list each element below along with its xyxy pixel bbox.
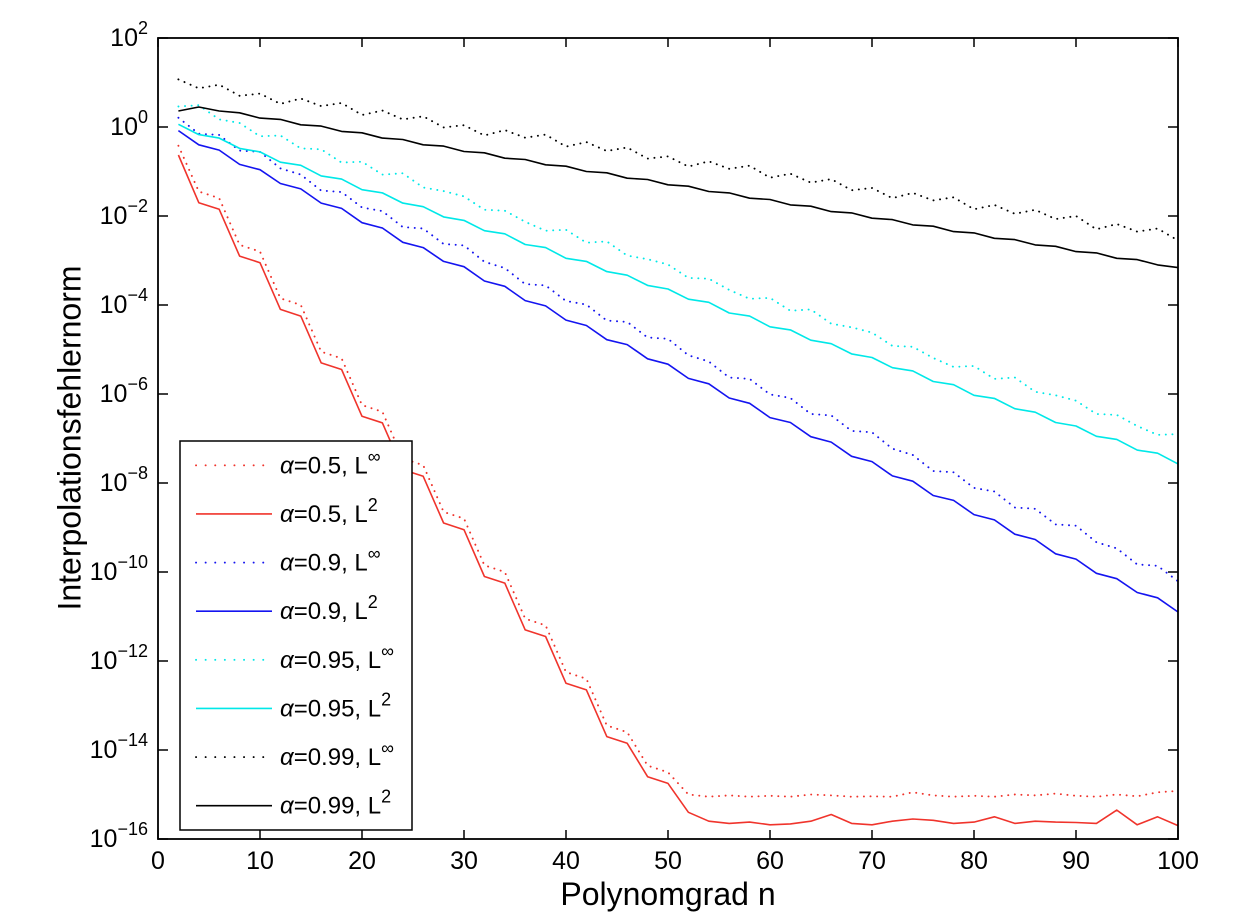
x-tick-label-50: 50: [654, 847, 682, 875]
legend-label-7: α=0.99, L2: [280, 787, 391, 820]
y-tick-label--14: 10−14: [90, 730, 148, 764]
x-axis-label: Polynomgrad n: [560, 876, 776, 912]
curve--0-5-l-: [177, 144, 1179, 798]
legend-label-3: α=0.9, L2: [280, 592, 378, 625]
y-tick-label--2: 10−2: [100, 196, 148, 230]
y-tick-label-2: 102: [110, 18, 148, 52]
curve--0-9-l-: [177, 116, 1179, 583]
legend-label-1: α=0.5, L2: [280, 495, 378, 528]
y-tick-label--6: 10−6: [100, 374, 148, 408]
x-tick-label-60: 60: [756, 847, 784, 875]
curve--0-9-l-2: [177, 129, 1179, 613]
x-tick-label-20: 20: [348, 847, 376, 875]
legend-box: [179, 440, 413, 831]
y-tick-label-0: 100: [110, 107, 148, 141]
x-tick-label-100: 100: [1157, 847, 1199, 875]
legend-label-5: α=0.95, L2: [280, 689, 391, 722]
curve--0-95-l-2: [178, 123, 1179, 465]
y-tick-label--8: 10−8: [100, 463, 148, 497]
y-axis-label: Interpolationsfehlernorm: [51, 265, 88, 611]
x-tick-label-10: 10: [246, 847, 274, 875]
curve--0-95-l-: [177, 104, 1179, 436]
x-tick-label-40: 40: [552, 847, 580, 875]
y-tick-label--4: 10−4: [100, 285, 148, 319]
legend-label-4: α=0.95, L∞: [280, 641, 394, 674]
x-tick-label-70: 70: [858, 847, 886, 875]
x-tick-label-0: 0: [151, 847, 165, 875]
x-tick-label-90: 90: [1062, 847, 1090, 875]
x-tick-label-30: 30: [450, 847, 478, 875]
y-tick-label--16: 10−16: [90, 819, 148, 853]
legend-label-6: α=0.99, L∞: [280, 738, 394, 771]
curve--0-99-l-2: [178, 106, 1179, 269]
legend-label-0: α=0.5, L∞: [280, 446, 381, 479]
legend-label-2: α=0.9, L∞: [280, 544, 381, 577]
x-tick-label-80: 80: [960, 847, 988, 875]
curve--0-5-l-2: [177, 154, 1179, 827]
y-tick-label--12: 10−12: [90, 641, 148, 675]
curve--0-99-l-: [177, 78, 1179, 242]
y-tick-label--10: 10−10: [90, 552, 148, 586]
